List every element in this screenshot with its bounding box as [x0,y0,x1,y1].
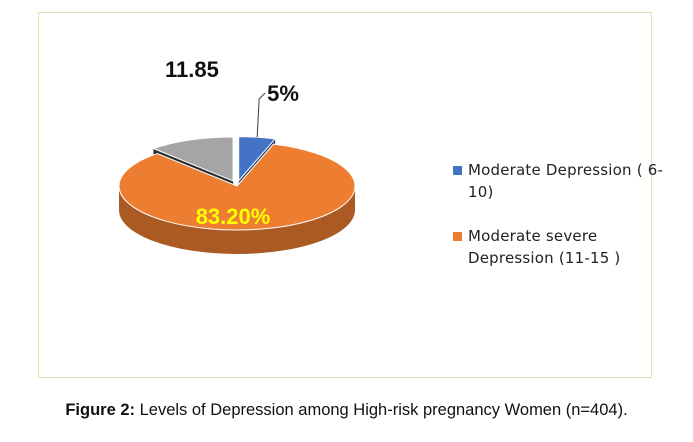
leader-line-moderate [256,92,266,138]
legend-item-moderate-severe: Moderate severe Depression (11-15 ) [453,225,683,269]
legend-item-moderate: Moderate Depression ( 6-10) [453,159,683,203]
caption-prefix: Figure 2: [65,401,136,419]
caption-text: Levels of Depression among High-risk pre… [135,401,628,419]
pie-chart: 83.20% 5% 11.85 [118,57,356,254]
slice-label-moderate: 5% [267,81,299,106]
pie-side-1-0 [119,186,355,254]
legend-swatch-moderate-severe [453,232,462,241]
slice-label-moderate-severe: 83.20% [196,204,271,229]
legend-label-moderate-severe: Moderate severe Depression (11-15 ) [468,227,621,267]
legend: Moderate Depression ( 6-10) Moderate sev… [453,159,683,291]
chart-frame: 83.20% 5% 11.85 Moderate Depression ( 6-10… [38,12,663,378]
pie-slice-2 [151,136,234,182]
legend-swatch-moderate [453,166,462,175]
figure-caption: Figure 2: Levels of Depression among Hig… [0,401,693,420]
pie-slice-0 [238,136,277,183]
legend-label-moderate: Moderate Depression ( 6-10) [468,161,664,201]
slice-label-other: 11.85 [165,57,219,82]
pie-slice-1 [118,143,356,231]
